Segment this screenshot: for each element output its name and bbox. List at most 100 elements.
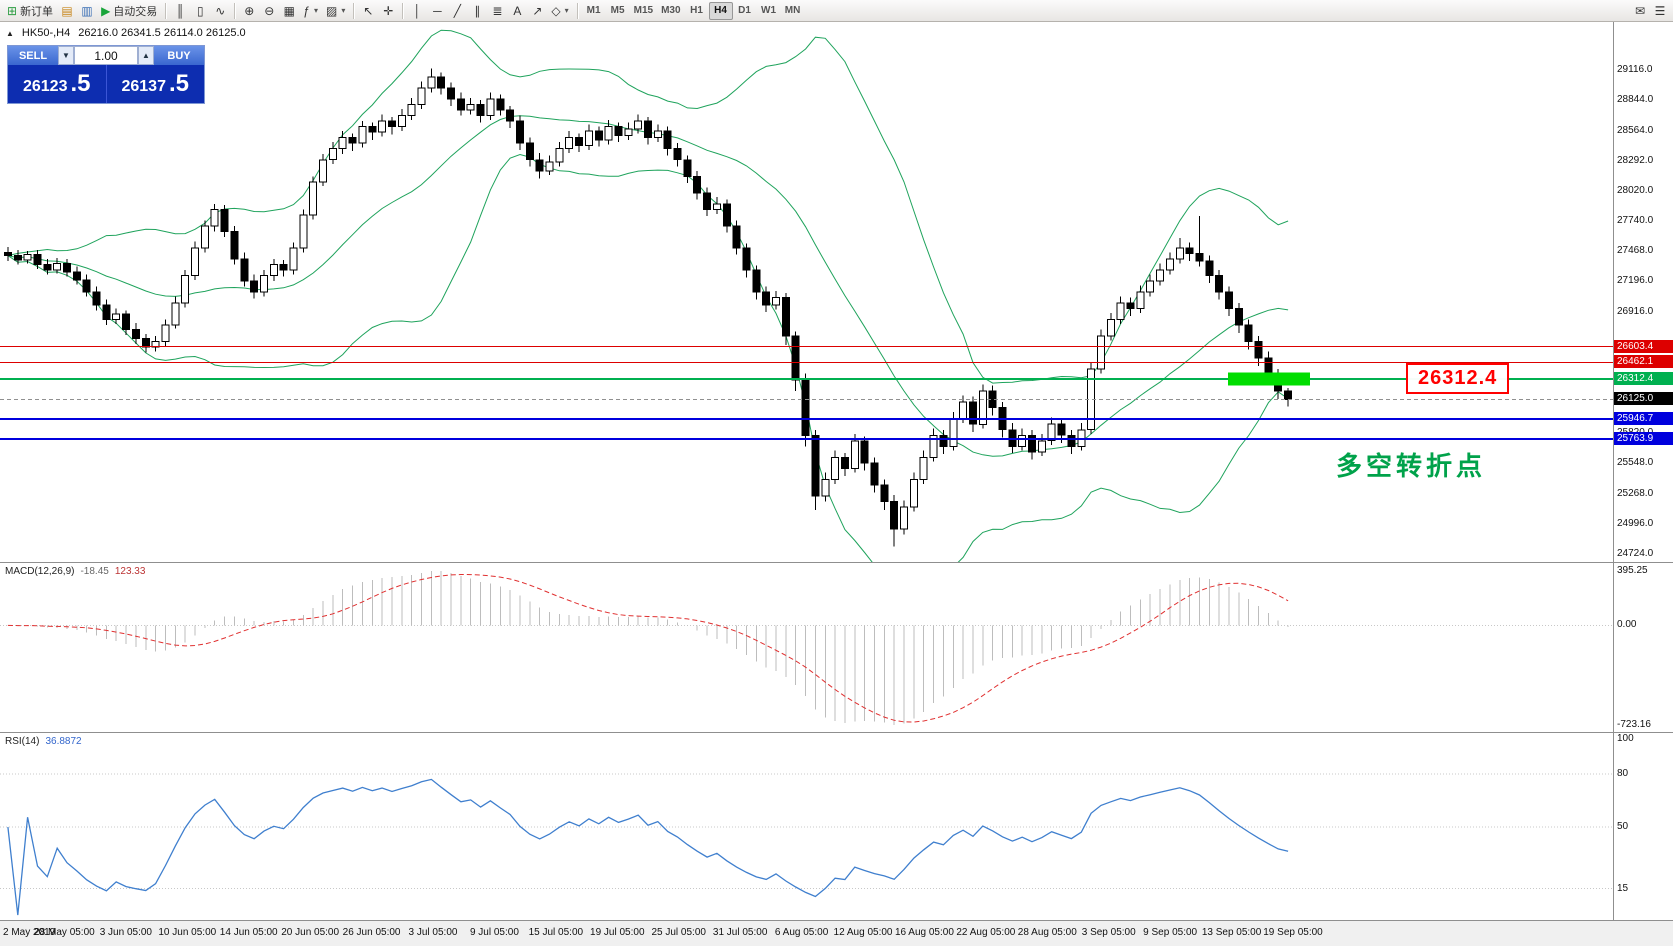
timeframe-m30-button[interactable]: M30 [661, 5, 681, 16]
price-callout-annotation[interactable]: 26312.4 [1406, 362, 1510, 394]
zoom-in-button[interactable]: ⊕ [239, 2, 259, 20]
shapes-dropdown-icon[interactable]: ▾ [564, 6, 569, 15]
time-axis-label: 25 Jul 05:00 [651, 927, 706, 938]
cursor-button[interactable]: ↖ [358, 2, 378, 20]
time-axis-label: 13 Sep 05:00 [1201, 927, 1262, 938]
auto-trading-button[interactable]: ▶ 自动交易 [97, 2, 161, 20]
shapes-button[interactable]: ◇ ▾ [547, 2, 572, 20]
crosshair-icon: ✛ [383, 3, 394, 18]
horizontal-line-button[interactable]: ─ [427, 2, 447, 20]
text-annotation[interactable]: 多空转折点 [1336, 450, 1487, 481]
tile-windows-icon: ▦ [283, 3, 295, 18]
price-tick-label: 27196.0 [1617, 275, 1654, 287]
cursor-icon: ↖ [363, 3, 374, 18]
new-order-icon: ⊞ [7, 3, 18, 18]
highlight-rectangle[interactable] [1228, 372, 1310, 386]
time-axis-label: 3 Jun 05:00 [99, 927, 152, 938]
time-axis-label: 14 Jun 05:00 [219, 927, 278, 938]
indicators-icon: ƒ [303, 3, 310, 18]
fibonacci-icon: ≣ [492, 3, 503, 18]
rsi-axis: 100 80 50 15 [1613, 733, 1673, 920]
sell-price-button[interactable]: 26123 .5 [8, 65, 106, 103]
candlestick-chart-icon: ▯ [196, 3, 204, 18]
timeframe-mn-button[interactable]: MN [784, 5, 801, 16]
new-order-label: 新订单 [20, 5, 54, 18]
rsi-name: RSI(14) [5, 736, 40, 747]
text-icon: A [513, 3, 522, 18]
price-divider [105, 65, 107, 103]
zoom-in-icon: ⊕ [244, 3, 255, 18]
price-tick-label: 24996.0 [1617, 517, 1654, 529]
trendline-button[interactable]: ╱ [447, 2, 467, 20]
candles-series [3, 68, 1293, 547]
toolbar-separator [402, 2, 404, 19]
timeframe-d1-button[interactable]: D1 [738, 5, 751, 16]
arrows-button[interactable]: ↗ [527, 2, 547, 20]
notifications-icon: ✉ [1634, 3, 1646, 18]
price-tick-label: 24724.0 [1617, 547, 1654, 559]
indicator-tick-label: 0.00 [1617, 619, 1637, 631]
toolbar-separator [165, 2, 167, 19]
price-tick-label: 28292.0 [1617, 154, 1654, 166]
timeframe-m5-button[interactable]: M5 [610, 5, 625, 16]
buy-price-button[interactable]: 26137 .5 [107, 65, 205, 103]
buy-button[interactable]: BUY [154, 46, 204, 65]
timeframe-h1-button[interactable]: H1 [690, 5, 703, 16]
line-chart-icon: ∿ [215, 3, 226, 18]
chart-window-button[interactable]: ▤ [57, 2, 77, 20]
trendline-icon: ╱ [453, 3, 461, 18]
price-tick-label: 27740.0 [1617, 215, 1654, 227]
candlestick-chart-area[interactable] [0, 22, 1613, 562]
horizontal-line-icon: ─ [433, 3, 442, 18]
market-watch-button[interactable]: ▥ [77, 2, 97, 20]
templates-icon: ▨ [326, 3, 338, 18]
indicators-button[interactable]: ƒ ▾ [299, 2, 322, 20]
time-axis-label: 15 Jul 05:00 [528, 927, 584, 938]
timeframe-m15-button[interactable]: M15 [633, 5, 654, 16]
rsi-plot-area[interactable] [0, 733, 1613, 920]
tile-windows-button[interactable]: ▦ [279, 2, 299, 20]
fibonacci-button[interactable]: ≣ [487, 2, 507, 20]
one-click-toggle-icon[interactable]: ▲ [6, 28, 14, 38]
buy-price-main: 26137 [121, 78, 166, 95]
templates-dropdown-icon[interactable]: ▾ [341, 6, 346, 15]
price-tick-label: 27468.0 [1617, 245, 1654, 257]
community-button[interactable]: ☰ [1650, 2, 1670, 20]
time-axis-label: 28 Aug 05:00 [1017, 927, 1077, 938]
level-price-label: 26603.4 [1614, 339, 1673, 353]
text-button[interactable]: A [507, 2, 527, 20]
bar-chart-button[interactable]: ║ [170, 2, 190, 20]
symbol-period-label: HK50-,H4 [21, 27, 71, 39]
macd-indicator-label: MACD(12,26,9) -18.45 123.33 [5, 566, 145, 577]
volume-decrease-button[interactable]: ▼ [58, 46, 74, 65]
time-axis-label: 9 Sep 05:00 [1143, 927, 1198, 938]
time-axis-label: 26 Jun 05:00 [342, 927, 401, 938]
timeframe-h4-button[interactable]: H4 [708, 1, 733, 20]
time-axis-label: 9 Jul 05:00 [469, 927, 519, 938]
macd-plot-area[interactable] [0, 563, 1613, 732]
chart-window-icon: ▤ [61, 3, 73, 18]
bar-chart-icon: ║ [176, 3, 185, 18]
volume-input[interactable] [74, 46, 138, 65]
vertical-line-button[interactable]: │ [407, 2, 427, 20]
candlestick-chart-button[interactable]: ▯ [190, 2, 210, 20]
notifications-button[interactable]: ✉ [1630, 2, 1650, 20]
new-order-button[interactable]: ⊞ 新订单 [3, 2, 57, 20]
line-chart-button[interactable]: ∿ [210, 2, 230, 20]
timeframe-m1-button[interactable]: M1 [586, 5, 601, 16]
zoom-out-button[interactable]: ⊖ [259, 2, 279, 20]
macd-axis: 395.25 0.00 -723.16 [1613, 563, 1673, 732]
time-axis[interactable]: 2 May 2019 28 May 05:00 3 Jun 05:00 10 Jun … [0, 920, 1673, 946]
price-axis[interactable]: 26603.4 26462.1 26312.4 25946.7 25763.9 26125… [1613, 22, 1673, 562]
rsi-indicator-panel: 100 80 50 15 RSI(14) 36.8872 [0, 732, 1673, 920]
templates-button[interactable]: ▨ ▾ [322, 2, 349, 20]
equidistant-channel-button[interactable]: ∥ [467, 2, 487, 20]
volume-increase-button[interactable]: ▲ [138, 46, 154, 65]
timeframe-w1-button[interactable]: W1 [761, 5, 777, 16]
indicator-tick-label: -723.16 [1617, 719, 1651, 730]
indicators-dropdown-icon[interactable]: ▾ [313, 6, 318, 15]
vertical-line-icon: │ [413, 3, 422, 18]
sell-button[interactable]: SELL [8, 46, 58, 65]
crosshair-button[interactable]: ✛ [378, 2, 398, 20]
